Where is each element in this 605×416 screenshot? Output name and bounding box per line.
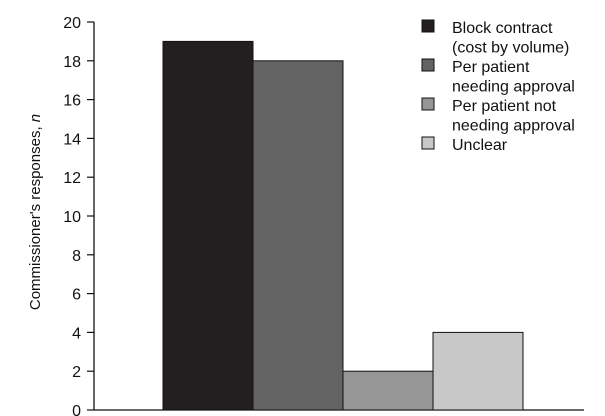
y-tick-label: 14 xyxy=(63,131,81,148)
chart-axes: 0 2 4 6 8 10 12 14 16 18 20 xyxy=(63,15,584,416)
chart-bars xyxy=(162,40,524,411)
y-axis-title-variable: n xyxy=(27,114,44,122)
y-tick-label: 2 xyxy=(72,364,81,381)
legend-label: (cost by volume) xyxy=(452,40,569,57)
y-axis-title-text: Commissioner's responses, xyxy=(27,122,44,310)
y-tick-label: 18 xyxy=(63,54,81,71)
legend-label: Block contract xyxy=(452,20,553,37)
y-tick-label: 12 xyxy=(63,170,81,187)
y-axis-title: Commissioner's responses, n xyxy=(27,114,44,310)
legend-swatch xyxy=(421,58,435,72)
legend-label: Per patient xyxy=(452,59,530,76)
y-tick-label: 0 xyxy=(72,403,81,416)
y-tick-label: 10 xyxy=(63,209,81,226)
bar xyxy=(162,40,254,411)
bar xyxy=(432,331,524,411)
bar xyxy=(252,60,344,411)
bar xyxy=(342,370,434,411)
legend-label: needing approval xyxy=(452,79,575,96)
legend-label: Per patient not xyxy=(452,98,557,115)
legend-label: Unclear xyxy=(452,137,508,154)
y-tick-label: 8 xyxy=(72,248,81,265)
y-tick-label: 6 xyxy=(72,287,81,304)
y-tick-label: 4 xyxy=(72,325,81,342)
legend-label: needing approval xyxy=(452,118,575,135)
legend-swatch xyxy=(421,97,435,111)
chart-legend: Block contract (cost by volume) Per patien… xyxy=(421,19,575,154)
y-tick-label: 16 xyxy=(63,93,81,110)
legend-swatch xyxy=(421,136,435,150)
y-tick-label: 20 xyxy=(63,15,81,32)
legend-swatch xyxy=(421,19,435,33)
